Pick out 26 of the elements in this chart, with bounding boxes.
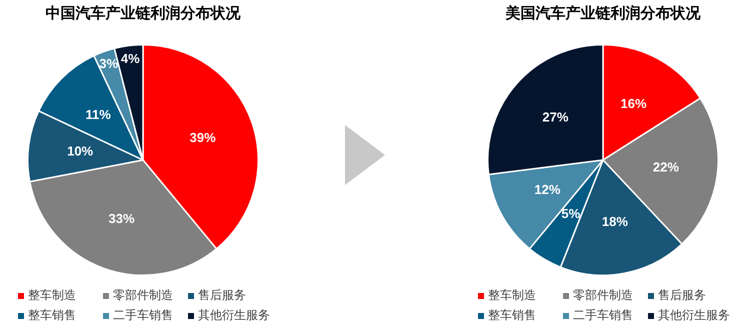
legend-label: 整车销售 xyxy=(487,307,537,324)
legend-label: 零部件制造 xyxy=(572,287,634,304)
chart-title: 美国汽车产业链利润分布状况 xyxy=(504,4,702,23)
data-label: 5% xyxy=(561,206,581,222)
legend-label: 其他衍生服务 xyxy=(197,307,271,324)
data-label: 22% xyxy=(652,160,680,175)
legend-label: 售后服务 xyxy=(197,287,247,304)
chart-title: 中国汽车产业链利润分布状况 xyxy=(44,4,242,23)
legend-label: 其他衍生服务 xyxy=(657,307,731,324)
data-label: 11% xyxy=(86,106,112,122)
legend-label: 零部件制造 xyxy=(112,287,174,304)
data-label: 16% xyxy=(620,96,647,112)
data-label: 4% xyxy=(120,50,140,66)
data-label: 10% xyxy=(67,144,94,159)
data-label: 33% xyxy=(108,211,135,226)
data-label: 3% xyxy=(99,56,118,72)
data-label: 27% xyxy=(542,110,569,125)
legend-label: 整车制造 xyxy=(487,287,537,304)
data-label: 18% xyxy=(602,214,628,229)
data-label: 39% xyxy=(190,130,216,146)
data-label: 12% xyxy=(534,182,561,198)
legend-label: 二手车销售 xyxy=(572,307,634,324)
legend-label: 整车制造 xyxy=(27,287,77,304)
legend-label: 整车销售 xyxy=(27,307,77,324)
legend-label: 售后服务 xyxy=(657,287,707,304)
legend-label: 二手车销售 xyxy=(112,307,174,324)
